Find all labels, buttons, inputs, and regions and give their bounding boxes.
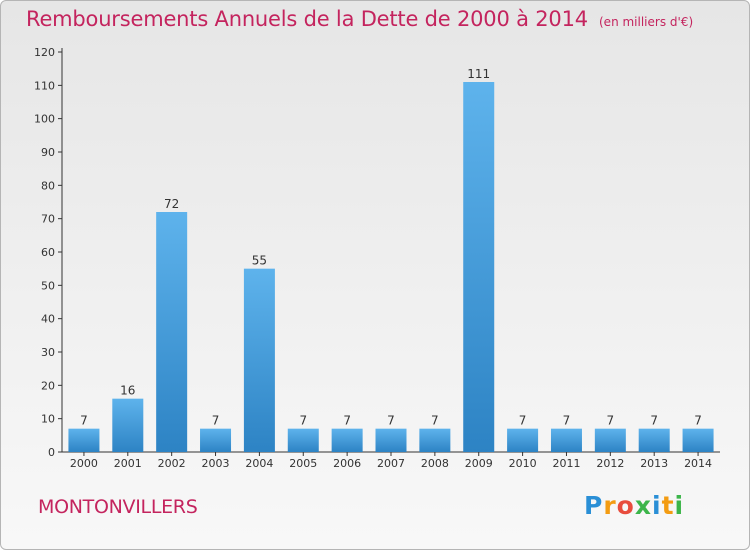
bar-value-label: 55	[252, 254, 267, 268]
bar-value-label: 72	[164, 197, 179, 211]
chart-title: Remboursements Annuels de la Dette de 20…	[26, 7, 588, 31]
brand-letter: i	[674, 491, 685, 520]
y-tick-label: 30	[41, 346, 55, 359]
bar-value-label: 7	[343, 414, 351, 428]
x-tick-label: 2009	[465, 457, 493, 470]
axes: 0 10 20 30 40 50 60 70 80 90 100 110 120 2000 2001 2002…	[34, 46, 720, 470]
bar-value-label: 7	[694, 414, 702, 428]
bar-value-label: 7	[80, 414, 88, 428]
x-tick-label: 2003	[202, 457, 230, 470]
y-tick-label: 20	[41, 379, 55, 392]
bar-value-label: 7	[519, 414, 527, 428]
bar	[638, 428, 670, 452]
x-tick-label: 2006	[333, 457, 361, 470]
brand-letter: r	[603, 491, 617, 520]
y-tick-label: 10	[41, 413, 55, 426]
bar	[463, 82, 495, 452]
x-tick-label: 2011	[552, 457, 580, 470]
bar	[594, 428, 626, 452]
y-tick-label: 100	[34, 113, 55, 126]
x-tick-label: 2008	[421, 457, 449, 470]
y-tick-label: 110	[34, 79, 55, 92]
x-tick-label: 2007	[377, 457, 405, 470]
brand-letter: i	[652, 491, 662, 520]
bar-value-label: 7	[607, 414, 615, 428]
bar-value-label: 7	[650, 414, 658, 428]
brand-logo: Proxiti	[584, 491, 684, 520]
bar-value-label: 7	[387, 414, 395, 428]
bar-value-label: 7	[299, 414, 307, 428]
commune-name: MONTONVILLERS	[38, 496, 198, 518]
y-tick-label: 40	[41, 313, 55, 326]
brand-letter: o	[616, 491, 635, 520]
bar	[419, 428, 451, 452]
bar	[682, 428, 714, 452]
brand-letter: t	[661, 491, 675, 520]
chart-header: Remboursements Annuels de la Dette de 20…	[26, 7, 693, 31]
x-tick-label: 2014	[684, 457, 712, 470]
x-tick-label: 2000	[70, 457, 98, 470]
x-tick-label: 2012	[596, 457, 624, 470]
bar	[331, 428, 363, 452]
bar-value-label: 7	[563, 414, 571, 428]
y-tick-label: 90	[41, 146, 55, 159]
x-tick-label: 2001	[114, 457, 142, 470]
y-tick-label: 70	[41, 213, 55, 226]
x-tick-label: 2002	[158, 457, 186, 470]
chart-unit: (en milliers d'€)	[599, 15, 694, 29]
y-tick-label: 120	[34, 46, 55, 59]
bar	[375, 428, 407, 452]
y-tick-label: 50	[41, 279, 55, 292]
bar	[550, 428, 582, 452]
bar	[243, 268, 275, 452]
bar	[156, 212, 188, 452]
x-tick-label: 2004	[245, 457, 273, 470]
bar	[112, 398, 144, 452]
y-tick-label: 60	[41, 246, 55, 259]
brand-letter: P	[584, 491, 604, 520]
bars: 7 16 72 7 55 7 7 7 7 111 7 7 7 7 7	[68, 67, 714, 452]
x-tick-label: 2010	[509, 457, 537, 470]
bar	[200, 428, 232, 452]
y-tick-label: 0	[48, 446, 55, 459]
bar	[287, 428, 319, 452]
y-tick-label: 80	[41, 179, 55, 192]
x-tick-label: 2005	[289, 457, 317, 470]
bar-value-label: 7	[212, 414, 220, 428]
bar	[507, 428, 539, 452]
bar-value-label: 7	[431, 414, 439, 428]
bar-value-label: 111	[467, 67, 490, 81]
bar	[68, 428, 100, 452]
bar-value-label: 16	[120, 384, 135, 398]
x-tick-label: 2013	[640, 457, 668, 470]
brand-letter: x	[634, 491, 652, 520]
